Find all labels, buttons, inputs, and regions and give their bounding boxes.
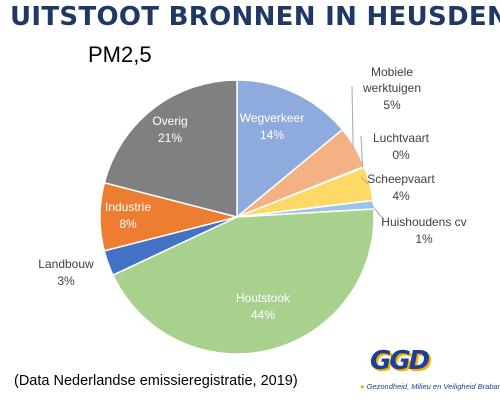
logo-tagline-text: Gezondheid, Milieu en Veiligheid Brabant [366, 382, 500, 391]
slice-label-industrie: Industrie 8% [105, 200, 151, 231]
logo-tagline: ● Gezondheid, Milieu en Veiligheid Braba… [360, 382, 500, 391]
logo-mark: GGD [366, 344, 430, 378]
leader-line [360, 176, 369, 185]
slice-label-scheepvaart: Scheepvaart 4% [367, 172, 435, 203]
slice-label-luchtvaart: Luchtvaart 0% [373, 131, 430, 162]
slice-label-wegverkeer: Wegverkeer 14% [240, 111, 304, 142]
slice-value: 4% [392, 189, 410, 203]
pie-slice-wegverkeer [236, 79, 344, 219]
slice-value: 1% [415, 232, 433, 246]
slice-value: 8% [119, 217, 137, 231]
pie-slices [99, 79, 375, 355]
slice-label-houtstook: Houtstook 44% [236, 291, 291, 322]
slice-label-huishoudens-cv: Huishoudens cv 1% [381, 215, 466, 246]
slice-value: 0% [392, 148, 410, 162]
slice-label-landbouw: Landbouw 3% [38, 257, 94, 288]
leader-line [351, 85, 354, 149]
pie-slice-overig [103, 79, 238, 218]
logo-bullet-icon: ● [360, 382, 365, 391]
data-source-note: (Data Nederlandse emissieregistratie, 20… [14, 373, 298, 389]
slice-label-overig: Overig 21% [152, 114, 187, 145]
slice-value: 21% [158, 131, 182, 145]
slice-value: 14% [260, 128, 284, 142]
logo-text: GGD [370, 346, 430, 376]
chart-subtitle: PM2,5 [88, 42, 152, 67]
ggd-logo: GGD ● Gezondheid, Milieu en Veiligheid B… [360, 344, 500, 400]
slice-value: 5% [383, 98, 401, 112]
slice-label-mobiele-werktuigen: Mobiele werktuigen 5% [362, 65, 421, 112]
slice-value: 44% [251, 308, 275, 322]
slice-value: 3% [57, 274, 75, 288]
leader-line [371, 204, 385, 221]
page-title: UITSTOOT BRONNEN IN HEUSDEN [10, 2, 500, 32]
leader-line [360, 135, 364, 168]
pie-labels: Wegverkeer 14% Mobiele werktuigen 5% Luchtvaa… [38, 65, 466, 322]
